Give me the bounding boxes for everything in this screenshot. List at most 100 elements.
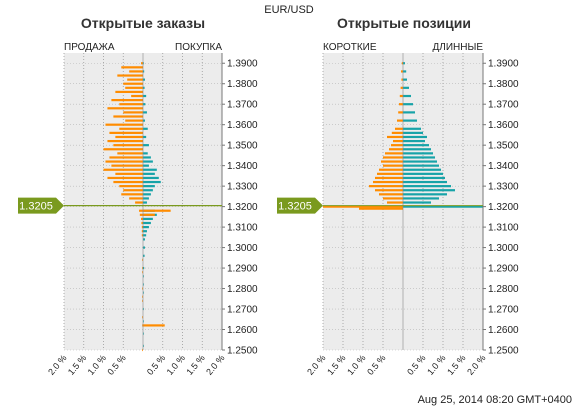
orders-sell-bar	[125, 119, 143, 122]
orders-sell-bar	[142, 266, 143, 270]
orders-sell-bar	[115, 90, 143, 94]
orders-y-tick-label: 1.3000	[227, 243, 258, 254]
positions-long-bar	[403, 156, 435, 159]
positions-long-bar	[403, 185, 451, 188]
orders-buy-bar	[143, 180, 161, 184]
orders-buy-bar	[143, 127, 148, 130]
orders-sell-bar	[111, 164, 143, 167]
positions-x-tick-label: 0.5 %	[405, 353, 427, 377]
orders-buy-bar	[143, 283, 144, 286]
orders-sell-bar	[125, 86, 143, 89]
positions-short-bar	[395, 127, 403, 130]
orders-buy-bar	[143, 70, 145, 73]
orders-y-tick-label: 1.2700	[227, 305, 258, 316]
orders-buy-bar	[143, 193, 151, 196]
positions-short-bar	[385, 152, 403, 155]
orders-sell-bar	[139, 213, 143, 216]
orders-sell-bar	[113, 180, 143, 184]
orders-sell-bar	[111, 99, 143, 102]
positions-short-bar	[379, 168, 403, 171]
orders-y-tick-label: 1.2600	[227, 325, 258, 336]
positions-short-bar	[393, 139, 403, 143]
positions-x-tick-label: 2.0 %	[305, 353, 327, 377]
orders-sell-bar	[142, 299, 143, 302]
orders-price-flag	[18, 197, 64, 214]
orders-sell-bar	[142, 258, 143, 261]
positions-long-bar	[403, 127, 421, 130]
orders-buy-bar	[143, 185, 155, 188]
positions-y-tick-label: 1.2700	[488, 305, 519, 316]
orders-sell-bar	[119, 103, 143, 106]
positions-y-tick-label: 1.3000	[488, 243, 519, 254]
positions-price-label: 1.3205	[278, 201, 312, 213]
orders-sell-bar	[123, 189, 143, 192]
symbol-title: EUR/USD	[264, 4, 314, 16]
orders-x-tick-label: 1.5 %	[66, 353, 88, 377]
orders-sell-bar	[107, 176, 143, 180]
orders-buy-bar	[143, 197, 149, 200]
positions-short-label: КОРОТКИЕ	[323, 42, 377, 53]
positions-short-bar	[387, 201, 403, 204]
positions-long-bar	[403, 172, 443, 175]
orders-x-axis: 2.0 %1.5 %1.0 %0.5 % 0.5 %1.0 %1.5 %2.0 %	[46, 353, 226, 377]
positions-price-flag	[277, 197, 323, 214]
orders-buy-bar	[143, 201, 147, 204]
positions-long-bar	[403, 144, 429, 147]
orders-sell-label: ПРОДАЖА	[64, 42, 115, 53]
positions-y-tick-label: 1.3900	[488, 59, 519, 70]
orders-buy-bar	[143, 217, 153, 221]
orders-buy-bar	[143, 78, 145, 81]
positions-short-bar	[379, 193, 403, 196]
positions-bars	[323, 53, 483, 350]
orders-x-tick-label: 2.0 %	[46, 353, 68, 377]
orders-sell-bar	[129, 70, 143, 73]
orders-sell-bar	[143, 209, 171, 212]
orders-sell-bar	[115, 172, 143, 175]
positions-long-bar	[403, 205, 483, 208]
orders-y-tick-label: 1.3200	[227, 202, 258, 213]
positions-short-bar	[381, 160, 403, 163]
orders-buy-bar	[143, 266, 145, 270]
orders-buy-bar	[143, 189, 153, 192]
orders-bars	[103, 53, 171, 352]
orders-sell-bar	[135, 201, 143, 204]
positions-long-bar	[403, 111, 415, 114]
orders-sell-bar	[103, 168, 143, 171]
orders-buy-bar	[143, 230, 147, 233]
orders-sell-bar	[109, 156, 143, 159]
orders-buy-bar	[143, 332, 144, 335]
orders-title: Открытые заказы	[81, 15, 205, 31]
orders-sell-bar	[105, 123, 143, 126]
positions-long-bar	[403, 201, 431, 204]
orders-buy-bar	[143, 160, 153, 163]
orders-buy-bar	[143, 226, 149, 229]
orders-y-tick-label: 1.3900	[227, 59, 258, 70]
positions-long-bar	[403, 78, 407, 81]
positions-short-bar	[373, 180, 403, 184]
orders-buy-bar	[143, 94, 147, 98]
orders-sell-bar	[117, 74, 143, 77]
orders-buy-bar	[143, 234, 147, 237]
positions-y-tick-label: 1.2500	[488, 346, 519, 357]
positions-short-bar	[391, 131, 403, 134]
orders-sell-bar	[113, 144, 143, 147]
orders-buy-bar	[143, 320, 144, 323]
orders-y-tick-label: 1.3600	[227, 120, 258, 131]
orders-buy-bar	[143, 172, 155, 175]
positions-y-axis: 1.3900 1.3800 1.3700 1.3600 1.3500 1.3400 1.33…	[482, 53, 519, 357]
orders-sell-bar	[142, 316, 143, 319]
positions-long-label: ДЛИННЫЕ	[433, 42, 484, 53]
positions-y-tick-label: 1.3600	[488, 120, 519, 131]
orders-buy-bar	[143, 62, 144, 65]
positions-short-bar	[377, 172, 403, 175]
positions-long-bar	[403, 168, 441, 171]
positions-y-tick-label: 1.3400	[488, 161, 519, 172]
positions-long-bar	[403, 180, 447, 184]
orders-sell-bar	[141, 62, 143, 65]
orders-x-tick-label: 2.0 %	[204, 353, 226, 377]
orders-sell-bar	[113, 115, 143, 118]
positions-long-bar	[403, 62, 405, 65]
positions-long-bar	[403, 197, 439, 200]
positions-short-bar	[369, 185, 403, 188]
positions-short-bar	[399, 103, 403, 106]
